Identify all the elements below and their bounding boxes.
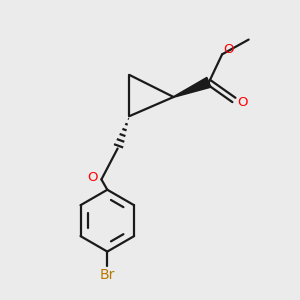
Polygon shape — [173, 77, 211, 97]
Text: Br: Br — [100, 268, 115, 281]
Text: O: O — [87, 171, 98, 184]
Text: O: O — [237, 95, 247, 109]
Text: O: O — [224, 43, 234, 56]
